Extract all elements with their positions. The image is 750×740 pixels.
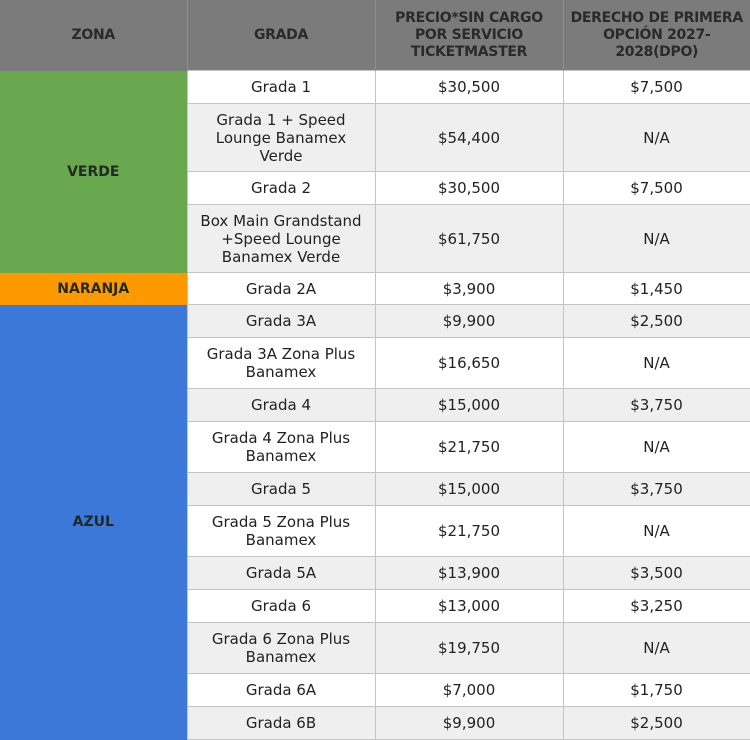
dpo-cell: $3,750	[562, 388, 750, 422]
table-row: Grada 1 + Speed Lounge Banamex Verde $54,…	[0, 103, 750, 172]
header-row: ZONA GRADA PRECIO*SIN CARGO POR SERVICIO…	[0, 0, 750, 71]
precio-cell: $54,400	[374, 103, 564, 172]
precio-cell: $7,000	[374, 673, 564, 707]
grada-cell: Grada 5 Zona Plus Banamex	[186, 505, 376, 557]
header-zona: ZONA	[0, 0, 188, 71]
precio-cell: $9,900	[374, 706, 564, 740]
precio-cell: $3,900	[374, 272, 564, 305]
dpo-cell: $2,500	[562, 706, 750, 740]
dpo-cell: N/A	[562, 622, 750, 674]
grada-cell: Grada 2A	[186, 272, 376, 305]
dpo-cell: N/A	[562, 505, 750, 557]
table-row: NARANJA Grada 2A $3,900 $1,450	[0, 272, 750, 305]
table-row: Grada 6 Zona Plus Banamex $19,750 N/A	[0, 622, 750, 674]
zone-cell: AZUL	[0, 304, 187, 740]
dpo-cell: N/A	[562, 204, 750, 273]
precio-cell: $15,000	[374, 472, 564, 506]
table-row: Grada 5A $13,900 $3,500	[0, 556, 750, 590]
grada-cell: Grada 1	[186, 70, 376, 104]
zone-cell: VERDE	[0, 70, 187, 273]
header-grada: GRADA	[187, 0, 376, 71]
table-row: Grada 4 Zona Plus Banamex $21,750 N/A	[0, 421, 750, 473]
grada-cell: Grada 6A	[186, 673, 376, 707]
precio-cell: $19,750	[374, 622, 564, 674]
table-row: Grada 6B $9,900 $2,500	[0, 706, 750, 740]
grada-cell: Grada 3A	[186, 304, 376, 338]
zone-cell: NARANJA	[0, 272, 187, 305]
grada-cell: Grada 4	[186, 388, 376, 422]
grada-cell: Grada 4 Zona Plus Banamex	[186, 421, 376, 473]
grada-cell: Grada 5A	[186, 556, 376, 590]
table-row: Grada 3A Zona Plus Banamex $16,650 N/A	[0, 337, 750, 389]
dpo-cell: N/A	[562, 421, 750, 473]
dpo-cell: N/A	[562, 103, 750, 172]
grada-cell: Grada 5	[186, 472, 376, 506]
dpo-cell: $3,500	[562, 556, 750, 590]
grada-cell: Grada 6 Zona Plus Banamex	[186, 622, 376, 674]
dpo-cell: N/A	[562, 337, 750, 389]
precio-cell: $15,000	[374, 388, 564, 422]
precio-cell: $16,650	[374, 337, 564, 389]
dpo-cell: $7,500	[562, 171, 750, 205]
table-row: Box Main Grandstand +Speed Lounge Baname…	[0, 204, 750, 273]
header-precio: PRECIO*SIN CARGO POR SERVICIO TICKETMAST…	[375, 0, 564, 71]
dpo-cell: $2,500	[562, 304, 750, 338]
precio-cell: $9,900	[374, 304, 564, 338]
table-row: VERDE Grada 1 $30,500 $7,500	[0, 70, 750, 273]
precio-cell: $61,750	[374, 204, 564, 273]
grada-cell: Grada 6	[186, 589, 376, 623]
precio-cell: $21,750	[374, 421, 564, 473]
dpo-cell: $1,750	[562, 673, 750, 707]
grada-cell: Grada 2	[186, 171, 376, 205]
table-row: Grada 6 $13,000 $3,250	[0, 589, 750, 623]
dpo-cell: $3,750	[562, 472, 750, 506]
precio-cell: $21,750	[374, 505, 564, 557]
dpo-cell: $1,450	[562, 272, 750, 305]
precio-cell: $30,500	[374, 171, 564, 205]
table-row: Grada 6A $7,000 $1,750	[0, 673, 750, 707]
precio-cell: $13,000	[374, 589, 564, 623]
table-row: Grada 5 Zona Plus Banamex $21,750 N/A	[0, 505, 750, 557]
table-row: AZUL Grada 3A $9,900 $2,500	[0, 304, 750, 740]
grada-cell: Box Main Grandstand +Speed Lounge Baname…	[186, 204, 376, 273]
dpo-cell: $3,250	[562, 589, 750, 623]
table-body: VERDE Grada 1 $30,500 $7,500 Grada 1 + Speed…	[0, 70, 750, 740]
precio-cell: $30,500	[374, 70, 564, 104]
table-row: Grada 5 $15,000 $3,750	[0, 472, 750, 506]
dpo-cell: $7,500	[562, 70, 750, 104]
table-row: Grada 2 $30,500 $7,500	[0, 171, 750, 205]
header-dpo: DERECHO DE PRIMERA OPCIÓN 2027-2028(DPO)	[563, 0, 750, 71]
grada-cell: Grada 3A Zona Plus Banamex	[186, 337, 376, 389]
precio-cell: $13,900	[374, 556, 564, 590]
grada-cell: Grada 1 + Speed Lounge Banamex Verde	[186, 103, 376, 172]
grada-cell: Grada 6B	[186, 706, 376, 740]
